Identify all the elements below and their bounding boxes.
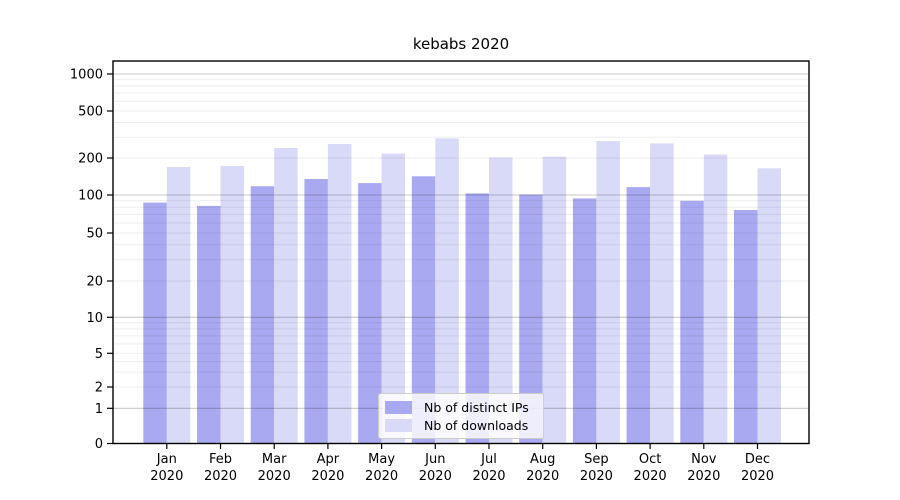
legend-swatch-distinct-ips (385, 400, 412, 414)
y-tick-label-50: 50 (86, 227, 103, 242)
legend-label-downloads: Nb of downloads (424, 417, 529, 433)
x-tick-year-jul: 2020 (472, 469, 505, 484)
x-tick-label-jan: Jan (156, 452, 177, 467)
bar-downloads-jan (166, 167, 191, 444)
x-tick-label-mar: Mar (262, 452, 287, 467)
bar-distinct-ips-apr (304, 179, 328, 444)
bar-distinct-ips-sep (572, 198, 597, 444)
bar-distinct-ips-dec (734, 210, 758, 444)
bar-downloads-jun (435, 138, 459, 444)
y-tick-label-500: 500 (78, 105, 103, 120)
bar-downloads-aug (542, 156, 567, 444)
legend-item-distinct-ips: Nb of distinct IPs (385, 399, 535, 415)
x-tick-label-jun: Jun (424, 452, 445, 467)
y-tick-label-100: 100 (78, 189, 103, 204)
x-tick-label-apr: Apr (317, 452, 340, 467)
bar-distinct-ips-may (358, 183, 382, 444)
x-tick-year-jun: 2020 (419, 469, 452, 484)
y-tick-label-10: 10 (86, 311, 103, 326)
x-tick-year-nov: 2020 (687, 469, 720, 484)
bar-downloads-sep (596, 141, 620, 444)
y-tick-label-2: 2 (95, 381, 103, 396)
y-tick-label-0: 0 (95, 437, 103, 452)
x-tick-year-jan: 2020 (150, 469, 183, 484)
x-tick-year-mar: 2020 (258, 469, 291, 484)
bar-downloads-oct (650, 143, 674, 444)
legend-swatch-downloads (385, 418, 412, 432)
bar-distinct-ips-jul (465, 193, 489, 444)
x-tick-label-sep: Sep (584, 452, 609, 467)
y-tick-label-1: 1 (95, 402, 103, 417)
y-tick-label-1000: 1000 (70, 68, 103, 83)
x-tick-label-aug: Aug (530, 452, 555, 467)
x-tick-label-oct: Oct (639, 452, 661, 467)
bar-distinct-ips-jan (143, 202, 167, 444)
x-tick-year-aug: 2020 (526, 469, 559, 484)
x-tick-label-jul: Jul (480, 452, 497, 467)
bar-distinct-ips-oct (626, 187, 651, 444)
legend-item-downloads: Nb of downloads (385, 417, 535, 433)
plot-frame (112, 60, 810, 445)
x-tick-year-sep: 2020 (580, 469, 613, 484)
x-tick-label-dec: Dec (745, 452, 770, 467)
bar-downloads-apr (327, 144, 352, 444)
bar-downloads-feb (220, 166, 244, 444)
x-tick-year-dec: 2020 (741, 469, 774, 484)
bar-distinct-ips-aug (519, 194, 543, 444)
y-tick-label-200: 200 (78, 152, 103, 167)
bar-distinct-ips-mar (250, 186, 275, 444)
bar-distinct-ips-nov (680, 200, 704, 444)
legend: Nb of distinct IPs Nb of downloads (378, 393, 544, 439)
x-tick-label-feb: Feb (209, 452, 232, 467)
x-tick-year-oct: 2020 (634, 469, 667, 484)
x-tick-year-apr: 2020 (311, 469, 344, 484)
y-tick-label-20: 20 (86, 275, 103, 290)
bar-downloads-mar (274, 148, 298, 444)
y-tick-label-5: 5 (95, 347, 103, 362)
bar-distinct-ips-jun (411, 176, 436, 444)
x-tick-label-nov: Nov (691, 452, 717, 467)
legend-label-distinct-ips: Nb of distinct IPs (424, 399, 529, 415)
bar-downloads-dec (757, 168, 781, 444)
x-tick-year-feb: 2020 (204, 469, 237, 484)
bar-downloads-may (381, 153, 406, 444)
chart-title: kebabs 2020 (412, 35, 510, 53)
bar-downloads-nov (703, 154, 728, 444)
bar-distinct-ips-feb (197, 205, 221, 444)
x-tick-label-may: May (368, 452, 395, 467)
bar-downloads-jul (489, 157, 513, 444)
x-tick-year-may: 2020 (365, 469, 398, 484)
